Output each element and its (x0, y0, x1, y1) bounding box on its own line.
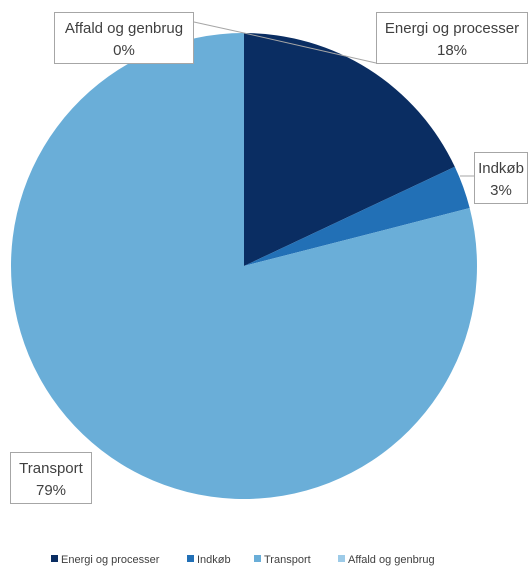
legend-entry-transport: Transport (254, 554, 311, 566)
data-label-category: Indkøb (478, 160, 524, 177)
callout-affald-og-genbrug: Affald og genbrug 0% (54, 12, 245, 64)
data-label-value: 79% (36, 482, 66, 499)
callout-box (376, 12, 528, 64)
legend-label: Energi og processer (61, 554, 160, 566)
callout-indkob: Indkøb 3% (460, 152, 528, 204)
legend-label: Transport (264, 554, 311, 566)
callout-box (54, 12, 194, 64)
data-label-value: 3% (490, 182, 512, 199)
data-label-value: 0% (113, 42, 135, 59)
legend-entry-affald-og-genbrug: Affald og genbrug (338, 554, 435, 566)
legend-swatch (338, 555, 345, 562)
pie-slice-energi-og-processer (244, 33, 455, 266)
legend-swatch (254, 555, 261, 562)
legend-swatch (51, 555, 58, 562)
callout-leader-line (193, 21, 245, 34)
data-label-category: Affald og genbrug (65, 20, 183, 37)
legend-label: Indkøb (197, 554, 231, 566)
callout-transport: Transport 79% (10, 452, 92, 504)
data-label-category: Energi og processer (385, 20, 519, 37)
callout-box (10, 452, 92, 504)
legend-entry-energi-og-processer: Energi og processer (51, 554, 160, 566)
pie-slices (10, 33, 477, 499)
data-label-value: 18% (437, 42, 467, 59)
legend: Energi og processer Indkøb Transport Affald… (51, 554, 435, 566)
pie-slice-transport (10, 33, 477, 499)
pie-slice-indkob (244, 166, 470, 266)
legend-swatch (187, 555, 194, 562)
callout-leader-line (243, 32, 377, 64)
data-label-callouts: Energi og processer 18% Indkøb 3% Transport 7… (10, 12, 528, 504)
data-label-category: Transport (19, 460, 83, 477)
callout-energi-og-processer: Energi og processer 18% (243, 12, 528, 64)
legend-label: Affald og genbrug (348, 554, 435, 566)
legend-entry-indkob: Indkøb (187, 554, 231, 566)
